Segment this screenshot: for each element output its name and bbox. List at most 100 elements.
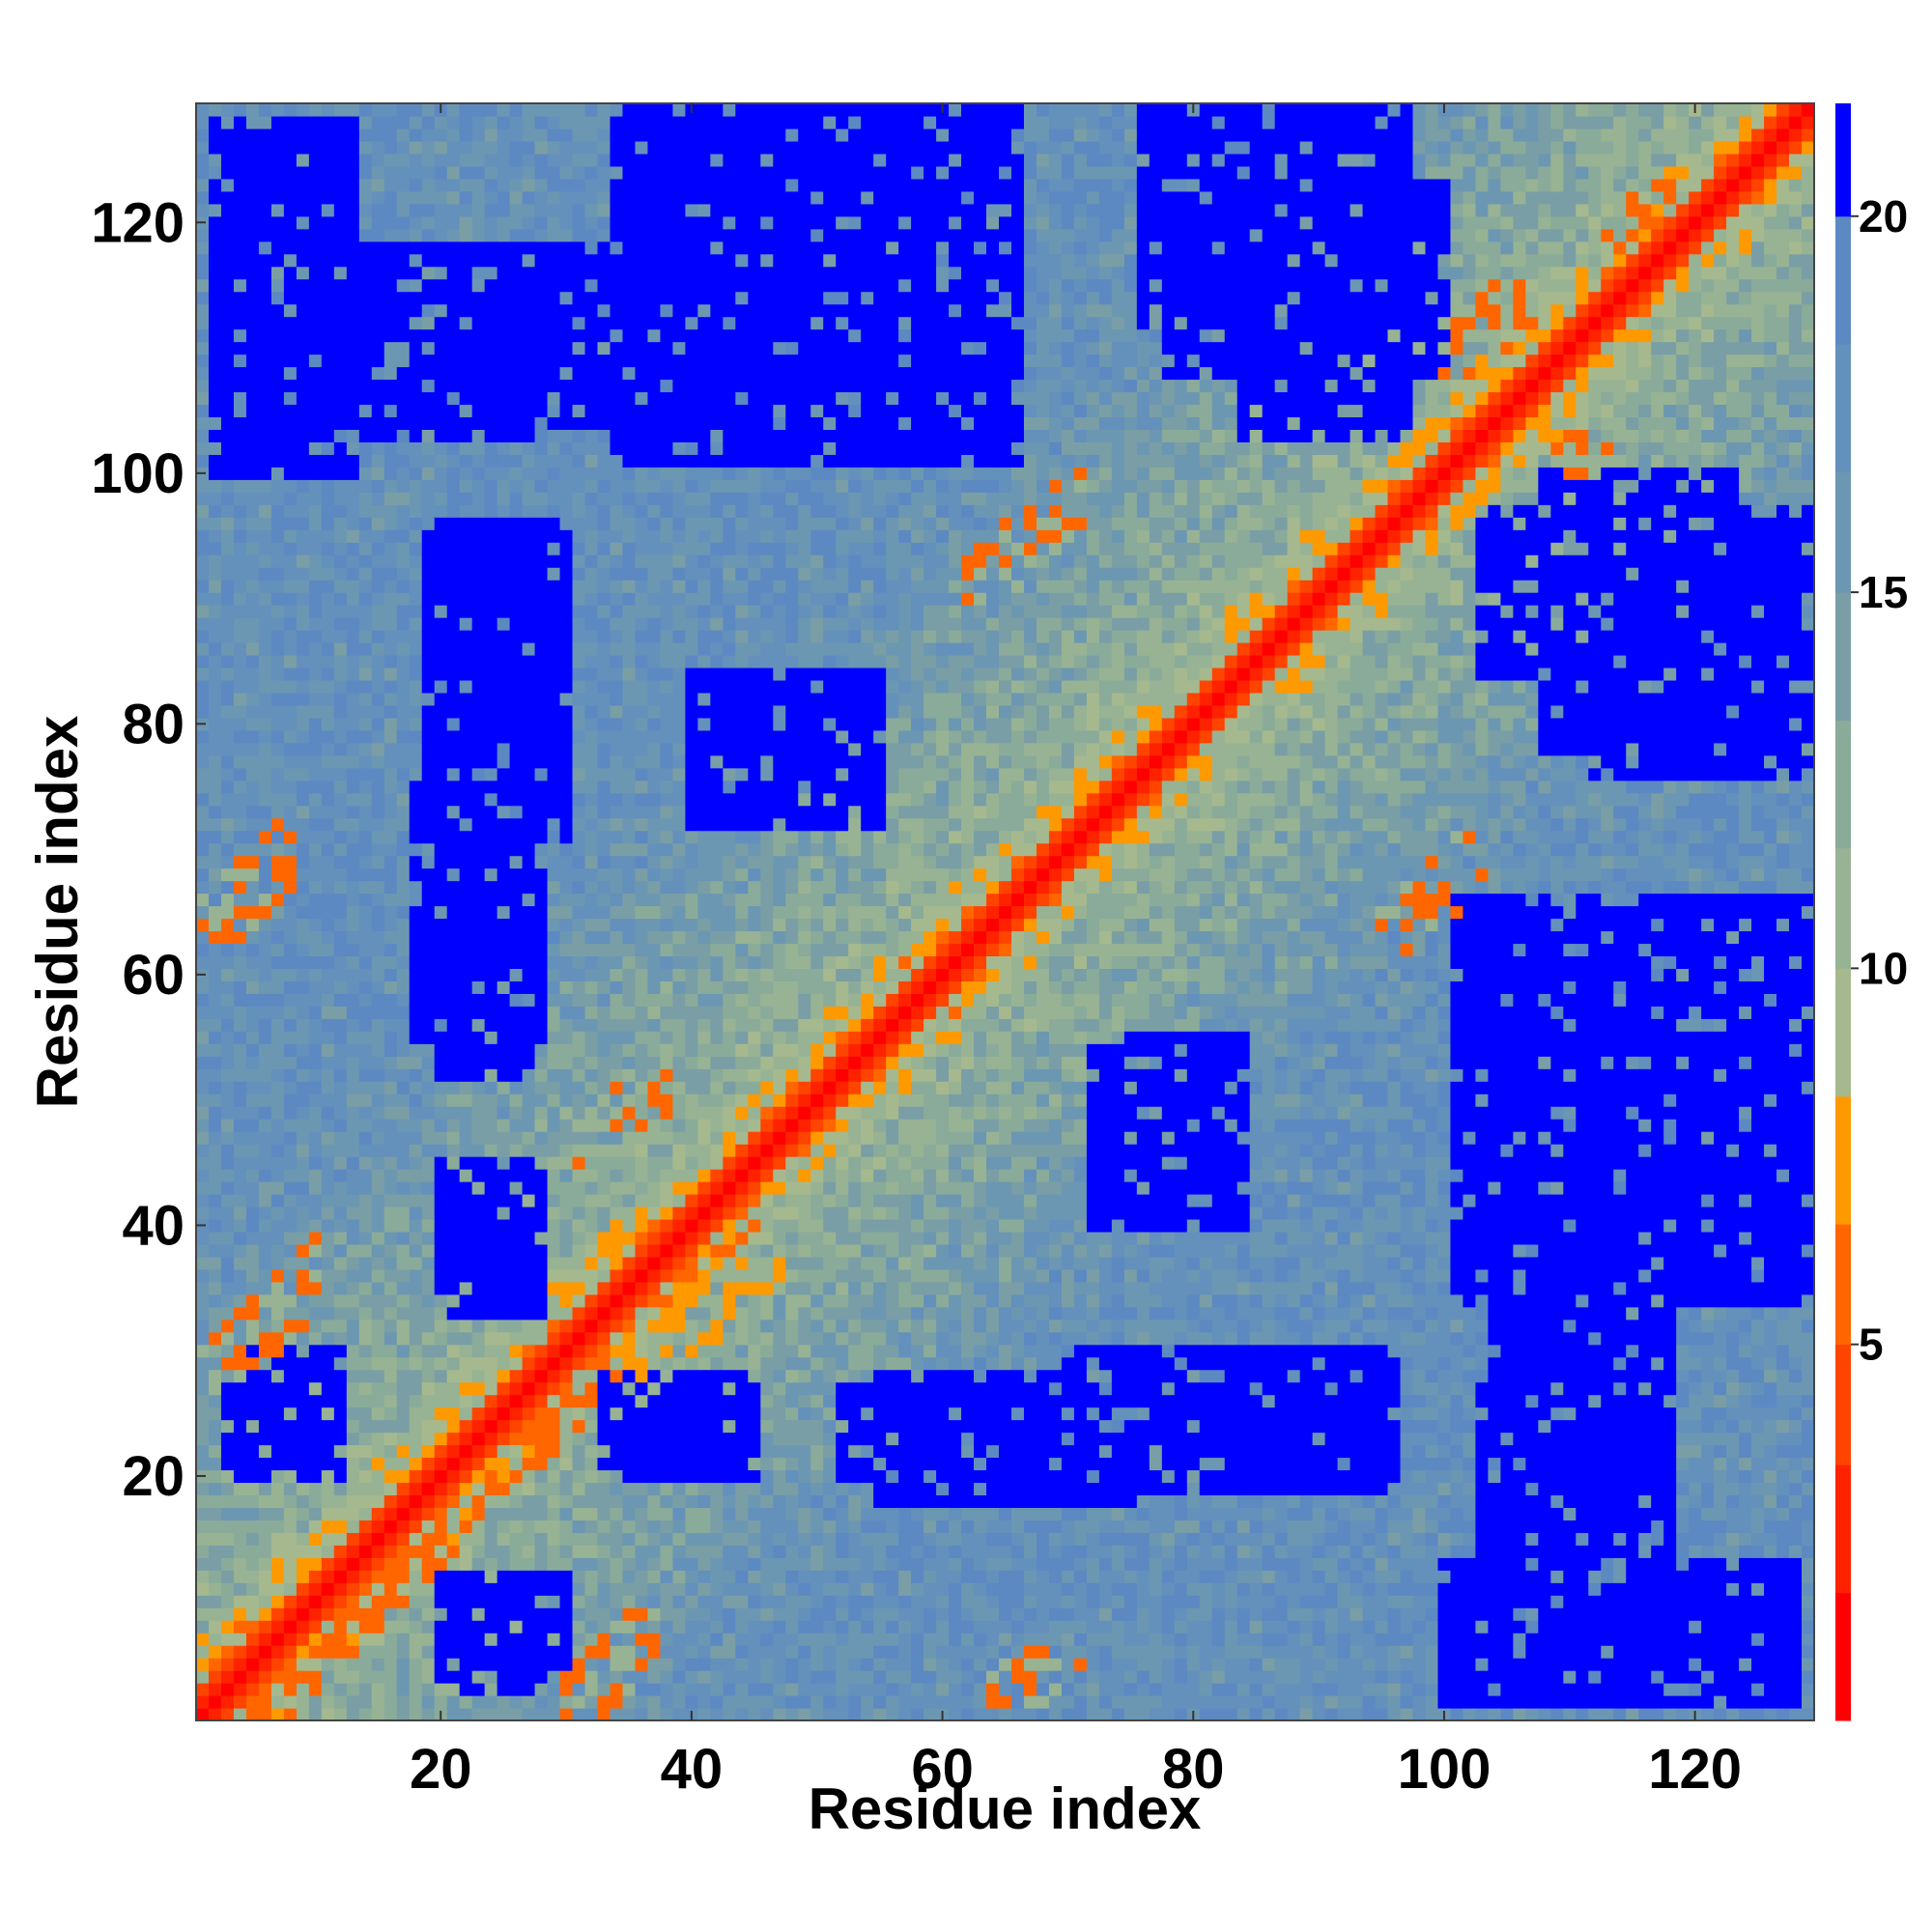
heatmap-cell	[333, 1006, 348, 1019]
heatmap-cell	[622, 266, 637, 280]
heatmap-cell	[622, 1006, 637, 1019]
heatmap-cell	[471, 630, 486, 643]
heatmap-cell	[534, 140, 549, 155]
heatmap-cell	[471, 1068, 486, 1082]
heatmap-cell	[647, 817, 662, 832]
heatmap-cell	[270, 1218, 285, 1233]
heatmap-cell	[509, 454, 524, 468]
heatmap-cell	[270, 554, 285, 568]
heatmap-cell	[409, 1344, 423, 1358]
heatmap-cell	[270, 517, 285, 530]
heatmap-cell	[547, 1607, 561, 1621]
heatmap-cell	[434, 542, 448, 555]
heatmap-cell	[584, 492, 599, 505]
heatmap-cell	[371, 215, 385, 230]
heatmap-cell	[534, 165, 549, 180]
heatmap-cell	[497, 529, 511, 543]
heatmap-cell	[610, 1243, 624, 1258]
heatmap-cell	[296, 291, 310, 305]
heatmap-cell	[459, 1457, 473, 1471]
heatmap-cell	[245, 517, 260, 530]
heatmap-cell	[233, 1081, 247, 1094]
heatmap-cell	[321, 1444, 335, 1459]
heatmap-cell	[196, 529, 210, 543]
heatmap-cell	[647, 303, 662, 318]
heatmap-cell	[584, 1582, 599, 1596]
heatmap-cell	[421, 241, 436, 255]
heatmap-cell	[220, 1306, 235, 1321]
heatmap-cell	[572, 993, 586, 1007]
heatmap-cell	[446, 542, 461, 555]
heatmap-cell	[283, 1633, 298, 1646]
heatmap-cell	[245, 1268, 260, 1283]
heatmap-cell	[622, 529, 637, 543]
heatmap-cell	[233, 968, 247, 981]
heatmap-cell	[321, 1319, 335, 1333]
heatmap-cell	[321, 1119, 335, 1132]
heatmap-cell	[446, 441, 461, 455]
heatmap-cell	[559, 1006, 574, 1019]
heatmap-cell	[270, 1119, 285, 1132]
heatmap-cell	[245, 1570, 260, 1583]
heatmap-cell	[283, 1144, 298, 1157]
heatmap-cell	[346, 1381, 360, 1396]
heatmap-cell	[396, 592, 411, 606]
heatmap-cell	[497, 454, 511, 468]
heatmap-cell	[547, 1670, 561, 1684]
heatmap-cell	[196, 1131, 210, 1145]
heatmap-cell	[283, 416, 298, 430]
heatmap-cell	[459, 1394, 473, 1408]
heatmap-cell	[396, 467, 411, 480]
heatmap-cell	[534, 454, 549, 468]
heatmap-cell	[321, 341, 335, 355]
heatmap-cell	[371, 1670, 385, 1684]
heatmap-cell	[384, 817, 398, 832]
heatmap-cell	[358, 241, 373, 255]
heatmap-cell	[208, 1507, 222, 1520]
heatmap-cell	[434, 1670, 448, 1684]
heatmap-cell	[308, 817, 323, 832]
heatmap-cell	[610, 1119, 624, 1132]
heatmap-cell	[245, 805, 260, 819]
heatmap-cell	[459, 1131, 473, 1145]
heatmap-cell	[471, 1031, 486, 1044]
heatmap-cell	[283, 1094, 298, 1107]
heatmap-cell	[647, 1293, 662, 1308]
heatmap-cell	[459, 1419, 473, 1434]
heatmap-cell	[270, 479, 285, 493]
heatmap-cell	[220, 1545, 235, 1558]
heatmap-cell	[610, 1181, 624, 1195]
heatmap-cell	[396, 1457, 411, 1471]
heatmap-cell	[421, 115, 436, 129]
heatmap-cell	[446, 1306, 461, 1321]
heatmap-cell	[509, 429, 524, 442]
heatmap-cell	[459, 930, 473, 945]
heatmap-cell	[371, 993, 385, 1007]
heatmap-cell	[270, 103, 285, 117]
heatmap-cell	[371, 654, 385, 668]
heatmap-cell	[522, 893, 536, 907]
heatmap-cell	[321, 328, 335, 343]
heatmap-cell	[509, 1043, 524, 1057]
heatmap-cell	[396, 1068, 411, 1082]
heatmap-cell	[497, 1106, 511, 1120]
heatmap-cell	[622, 379, 637, 393]
heatmap-cell	[384, 980, 398, 994]
heatmap-cell	[584, 1131, 599, 1145]
heatmap-cell	[597, 1670, 611, 1684]
heatmap-cell	[610, 993, 624, 1007]
heatmap-cell	[283, 1006, 298, 1019]
heatmap-cell	[559, 817, 574, 832]
heatmap-cell	[283, 366, 298, 381]
heatmap-cell	[270, 1494, 285, 1508]
heatmap-cell	[647, 667, 662, 681]
heatmap-cell	[308, 291, 323, 305]
heatmap-cell	[584, 1193, 599, 1208]
heatmap-cell	[258, 1331, 272, 1346]
heatmap-cell	[522, 479, 536, 493]
heatmap-cell	[245, 780, 260, 794]
heatmap-cell	[660, 1381, 674, 1396]
heatmap-cell	[547, 1532, 561, 1546]
heatmap-cell	[308, 1658, 323, 1671]
heatmap-cell	[258, 580, 272, 593]
